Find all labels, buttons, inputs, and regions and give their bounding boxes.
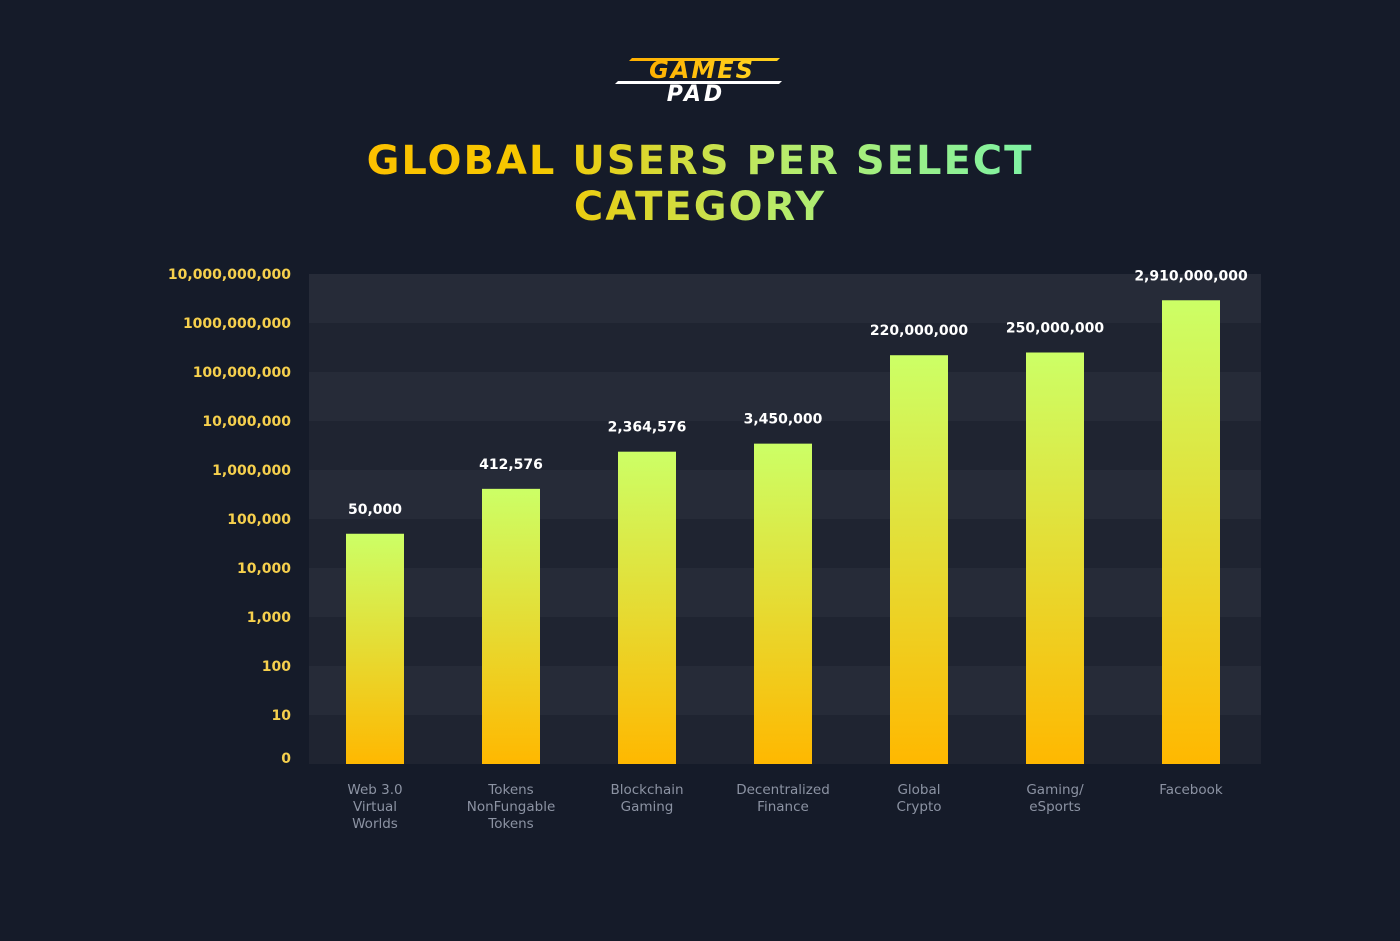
y-tick-label: 100,000: [227, 512, 291, 528]
y-tick-label: 100,000,000: [193, 365, 292, 381]
logo-mid-stripe: [615, 81, 782, 84]
category-label: Worlds: [352, 816, 398, 832]
bars: 50,000 412,576 2,364,576 3,450,000 220,000,0…: [346, 268, 1248, 764]
y-axis: 0 10 100 1,000 10,000 100,000 1,000,000 10,000,…: [168, 267, 291, 767]
category-label: Web 3.0: [347, 782, 402, 798]
category-label: Gaming: [621, 799, 674, 815]
y-tick-label: 1,000,000: [212, 463, 291, 479]
category-label: Tokens: [487, 782, 533, 798]
bar: [754, 443, 812, 764]
gamespad-logo: GAMES PAD: [615, 56, 782, 107]
logo-line2: PAD: [667, 82, 725, 107]
category-label: Virtual: [353, 799, 397, 815]
data-label: 412,576: [479, 457, 543, 473]
bar: [1026, 352, 1084, 764]
data-label: 50,000: [348, 502, 402, 518]
category-label: Finance: [757, 799, 809, 815]
category-label: eSports: [1029, 799, 1081, 815]
category-label: Gaming/: [1026, 782, 1084, 798]
logo-top-stripe: [629, 58, 780, 61]
y-tick-label: 10,000: [237, 561, 291, 577]
y-tick-label: 10,000,000: [202, 414, 291, 430]
bar: [890, 355, 948, 764]
bar: [618, 451, 676, 764]
grid-band: [309, 372, 1261, 421]
category-label: Tokens: [487, 816, 533, 832]
category-label: NonFungable: [467, 799, 556, 815]
data-label: 2,364,576: [608, 420, 687, 436]
y-tick-label: 0: [281, 751, 291, 767]
y-tick-label: 10: [272, 708, 292, 724]
bar: [346, 533, 404, 764]
grid-band: [309, 323, 1261, 372]
data-label: 220,000,000: [870, 323, 969, 339]
data-label: 250,000,000: [1006, 321, 1105, 337]
y-tick-label: 1000,000,000: [183, 316, 291, 332]
category-label: Facebook: [1159, 782, 1223, 798]
bar: [1162, 300, 1220, 764]
category-label: Decentralized: [736, 782, 830, 798]
y-tick-label: 10,000,000,000: [168, 267, 291, 283]
chart-title: GLOBAL USERS PER SELECT CATEGORY: [300, 138, 1100, 230]
bar: [482, 488, 540, 764]
data-label: 2,910,000,000: [1134, 268, 1248, 284]
y-tick-label: 1,000: [247, 610, 292, 626]
category-label: Global: [897, 782, 940, 798]
category-label: Blockchain: [610, 782, 683, 798]
logo-line1: GAMES: [649, 56, 755, 84]
grid-band: [309, 274, 1261, 323]
category-label: Crypto: [896, 799, 941, 815]
y-tick-label: 100: [262, 659, 291, 675]
data-label: 3,450,000: [744, 412, 823, 428]
